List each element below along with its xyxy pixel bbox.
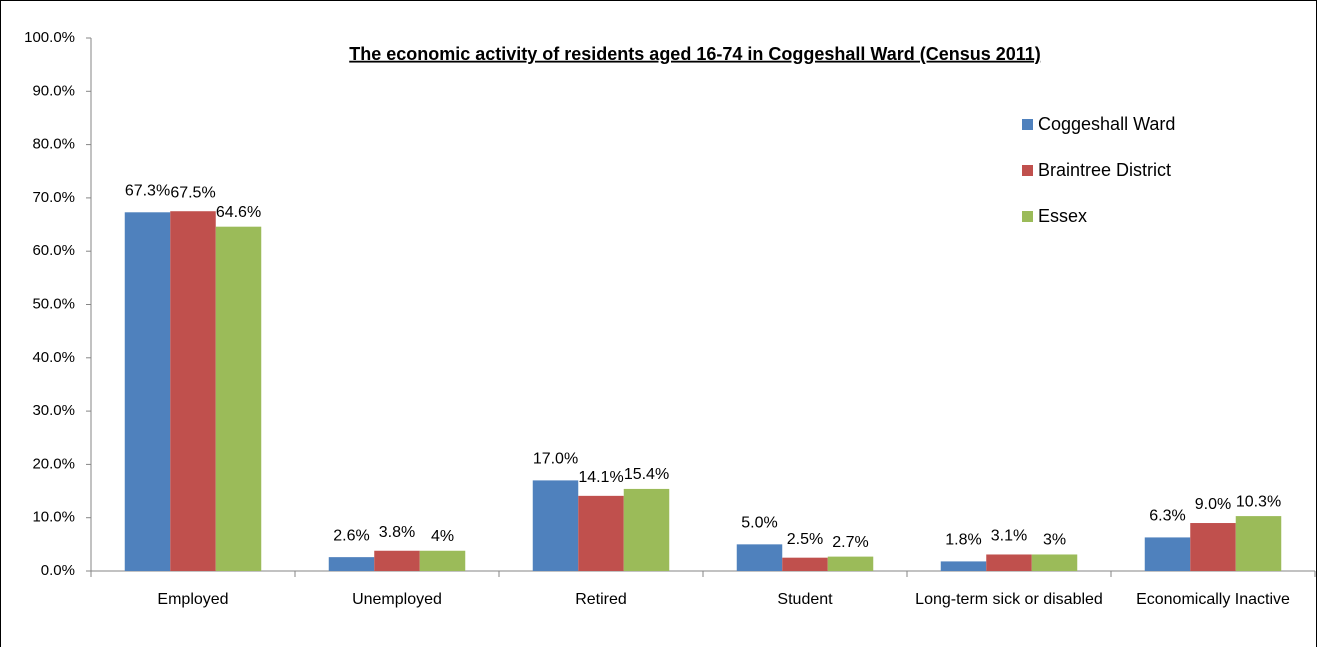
- legend-swatch: [1022, 165, 1033, 176]
- y-tick-label: 0.0%: [41, 562, 75, 579]
- data-label: 10.3%: [1236, 493, 1281, 510]
- legend-swatch: [1022, 119, 1033, 130]
- data-label: 2.6%: [333, 527, 369, 544]
- bar: [1144, 537, 1191, 571]
- bar: [986, 554, 1032, 571]
- bar: [419, 550, 466, 571]
- y-tick-label: 50.0%: [32, 295, 75, 312]
- x-tick-label: Retired: [575, 591, 627, 608]
- data-label: 9.0%: [1195, 496, 1231, 513]
- x-tick-label: Employed: [157, 591, 229, 608]
- data-label: 67.5%: [170, 184, 215, 201]
- bar: [532, 480, 579, 571]
- bar: [736, 544, 783, 571]
- bar: [782, 557, 828, 571]
- x-tick-label: Long-term sick or disabled: [915, 591, 1103, 608]
- y-tick-label: 100.0%: [24, 29, 75, 46]
- legend-label: Coggeshall Ward: [1038, 114, 1175, 134]
- data-label: 3%: [1043, 532, 1066, 549]
- bar: [623, 488, 670, 571]
- bar: [827, 556, 874, 571]
- y-tick-label: 90.0%: [32, 82, 75, 99]
- data-label: 1.8%: [945, 532, 981, 549]
- legend-label: Braintree District: [1038, 160, 1171, 180]
- y-tick-label: 80.0%: [32, 136, 75, 153]
- y-tick-label: 10.0%: [32, 509, 75, 526]
- bar: [124, 212, 171, 571]
- data-label: 5.0%: [741, 515, 777, 532]
- chart-title: The economic activity of residents aged …: [349, 44, 1041, 64]
- bar: [578, 495, 624, 571]
- bar: [328, 557, 375, 571]
- x-tick-label: Economically Inactive: [1136, 591, 1290, 608]
- bar: [1031, 554, 1078, 571]
- data-label: 15.4%: [624, 466, 669, 483]
- data-label: 3.8%: [379, 524, 415, 541]
- bar: [1190, 523, 1236, 571]
- legend-label: Essex: [1038, 206, 1087, 226]
- data-label: 64.6%: [216, 204, 261, 221]
- data-label: 17.0%: [533, 451, 578, 468]
- bar: [374, 550, 420, 571]
- x-tick-label: Student: [777, 591, 833, 608]
- bar: [1235, 516, 1282, 571]
- data-label: 14.1%: [578, 469, 623, 486]
- y-tick-label: 60.0%: [32, 242, 75, 259]
- data-label: 3.1%: [991, 528, 1027, 545]
- data-label: 4%: [431, 528, 454, 545]
- legend-swatch: [1022, 211, 1033, 222]
- data-label: 2.5%: [787, 531, 823, 548]
- y-tick-label: 30.0%: [32, 402, 75, 419]
- bar: [940, 561, 987, 571]
- y-tick-label: 70.0%: [32, 189, 75, 206]
- x-tick-label: Unemployed: [352, 591, 442, 608]
- bar: [170, 211, 216, 571]
- bar: [215, 226, 262, 571]
- data-label: 67.3%: [125, 183, 170, 200]
- data-label: 6.3%: [1149, 508, 1185, 525]
- y-tick-label: 20.0%: [32, 455, 75, 472]
- y-tick-label: 40.0%: [32, 349, 75, 366]
- data-label: 2.7%: [832, 534, 868, 551]
